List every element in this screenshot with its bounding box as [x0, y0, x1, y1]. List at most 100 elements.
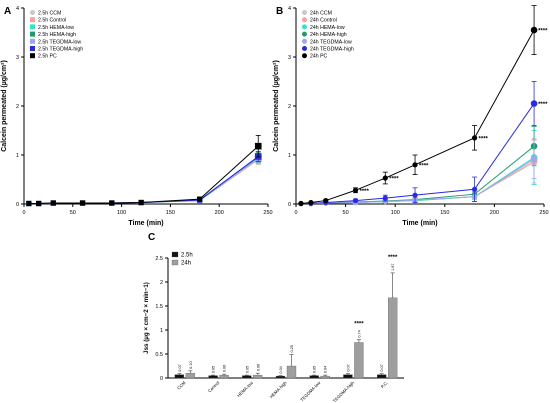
chart-c-bar — [343, 374, 353, 379]
chart-a-legend-label: 2.5h CCM — [38, 11, 61, 17]
chart-b-legend-swatch — [302, 10, 307, 15]
chart-c-data-label: 0.04 — [324, 366, 328, 373]
chart-b-significance-label: **** — [360, 189, 370, 195]
chart-b-y-tick-label: 4 — [288, 6, 291, 12]
chart-c-significance-label: **** — [388, 255, 398, 261]
chart-a-data-point — [79, 200, 86, 206]
chart-b-y-tick-label: 2 — [288, 104, 291, 110]
chart-a-data-point — [197, 196, 203, 202]
chart-a-x-tick-label: 200 — [215, 210, 224, 216]
chart-a-legend-swatch — [30, 17, 35, 23]
chart-b-significance-label: **** — [538, 29, 548, 35]
chart-a-legend-label: 2.5h HEMA-low — [38, 25, 74, 31]
chart-a-series-line — [28, 156, 259, 205]
chart-c-category-label: TEGDMA-high — [332, 380, 356, 403]
chart-b-legend-swatch — [302, 17, 307, 23]
chart-b-y-tick-label: 1 — [288, 153, 291, 159]
chart-a-series-line — [28, 158, 259, 205]
chart-a-legend-swatch — [30, 53, 35, 59]
chart-b-x-tick-label: 150 — [440, 210, 449, 216]
panel-label-c: C — [148, 232, 155, 243]
chart-b-x-tick-label: 100 — [391, 210, 400, 216]
chart-a-legend-label: 2.5h PC — [38, 54, 57, 60]
chart-b-x-axis-label: Time (min) — [402, 220, 437, 227]
chart-b-legend-label: 24h HEMA-high — [310, 32, 347, 38]
chart-b-legend-swatch — [302, 38, 307, 44]
chart-a-data-point — [138, 199, 144, 206]
chart-c-data-label: 1.67 — [391, 263, 395, 270]
chart-b-data-point — [530, 100, 538, 107]
chart-a-legend-swatch — [30, 31, 35, 37]
chart-b-y-tick-label: 0 — [288, 202, 291, 208]
chart-c-y-tick-label: 1 — [160, 328, 163, 334]
chart-c-category-label: Control — [207, 380, 220, 393]
chart-b-significance-label: **** — [538, 102, 548, 108]
chart-b-legend-label: 24h CCM — [310, 11, 332, 17]
chart-a-legend-label: 2.5h Control — [38, 18, 66, 24]
chart-c-data-label: 0.25 — [290, 345, 294, 352]
chart-c-data-label: 0.10 — [189, 361, 193, 368]
chart-a-y-tick-label: 3 — [16, 55, 19, 61]
chart-c-bar — [208, 375, 218, 379]
chart-c-data-label: 0.05 — [313, 366, 317, 373]
chart-b-significance-label: **** — [389, 177, 399, 183]
chart-c-category-label: P.C. — [380, 380, 389, 389]
chart-c-bar — [174, 374, 185, 379]
chart-b-legend-swatch — [302, 53, 307, 59]
chart-b-data-point — [382, 195, 388, 201]
chart-a-x-axis-label: Time (min) — [128, 220, 163, 227]
chart-c-y-tick-label: 0.5 — [155, 352, 163, 358]
chart-a-x-tick-label: 50 — [70, 210, 76, 216]
chart-b-legend-swatch — [302, 24, 307, 30]
chart-b-data-point — [530, 155, 538, 163]
chart-b-data-point — [323, 197, 329, 204]
chart-c-category-label: CCM — [176, 380, 187, 391]
chart-a-x-tick-label: 100 — [117, 210, 126, 216]
chart-a-legend-swatch — [30, 46, 35, 51]
chart-c-bar — [219, 374, 229, 379]
chart-c-data-label: 0.05 — [212, 366, 216, 373]
chart-b-x-tick-label: 0 — [294, 210, 297, 216]
chart-c-data-label: 0.06 — [223, 365, 227, 372]
chart-c-y-tick-label: 2 — [160, 280, 163, 286]
chart-a-legend-swatch — [30, 38, 35, 44]
chart-c-y-tick-label: 1.5 — [155, 304, 163, 310]
chart-c-bar — [185, 373, 196, 379]
chart-a-legend-swatch — [30, 24, 35, 30]
chart-a-series-line — [28, 157, 259, 205]
chart-c-bar — [275, 375, 286, 379]
chart-b-legend-label: 24h Control — [310, 18, 337, 24]
chart-a-series-line — [28, 158, 259, 205]
chart-c-y-tick-label: 0 — [160, 376, 163, 382]
chart-a-y-tick-label: 2 — [16, 104, 19, 110]
chart-c-data-label: 0.04 — [279, 366, 283, 373]
chart-a-legend-label: 2.5h HEMA-high — [38, 32, 76, 38]
chart-b-legend-swatch — [302, 31, 307, 37]
chart-b-legend-label: 24h TEGDMA-low — [310, 39, 352, 45]
chart-b-y-axis-label: Calcein permeated (µg/cm²) — [273, 60, 280, 152]
chart-c-legend-label: 24h — [181, 261, 191, 267]
chart-a-data-point — [36, 200, 42, 207]
chart-b-data-point — [352, 187, 359, 193]
chart-c-bar — [309, 375, 319, 379]
chart-a-x-tick-label: 250 — [263, 210, 272, 216]
chart-c-data-label: 0.06 — [256, 364, 260, 371]
chart-c-data-label: 0.07 — [178, 364, 182, 371]
chart-b-legend-label: 24h HEMA-low — [310, 25, 345, 31]
chart-c-bar — [286, 365, 297, 379]
chart-c-data-label: 0.07 — [380, 364, 384, 371]
chart-c-data-label: 0.07 — [346, 364, 350, 371]
chart-b-series-line — [300, 29, 535, 205]
chart-b-data-point — [382, 175, 388, 181]
chart-a-legend-swatch — [30, 10, 35, 15]
chart-a-data-point — [254, 142, 262, 150]
chart-b-data-point — [308, 199, 314, 206]
chart-c-bar — [387, 297, 398, 379]
chart-a-data-point — [109, 200, 115, 206]
chart-c-significance-label: **** — [354, 322, 364, 328]
chart-c-bar — [320, 375, 330, 379]
chart-c-y-tick-label: 2.5 — [155, 256, 163, 262]
chart-b-x-tick-label: 50 — [343, 210, 349, 216]
chart-c: 0 0.5 1 1.5 2 2.5 Jss (µg × cm−2 × min−1) 0.07 0… — [143, 251, 404, 403]
chart-a: 0 50 100 150 200 250 0 1 2 3 4 Time (min) Calcein pe… — [1, 6, 273, 227]
